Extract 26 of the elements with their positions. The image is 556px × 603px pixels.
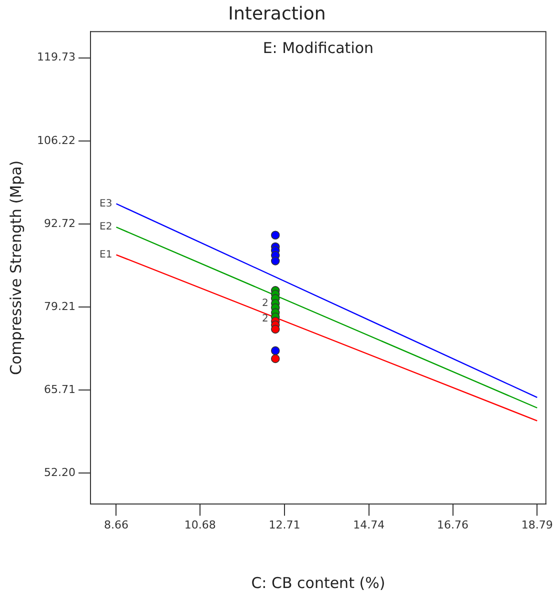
point	[270, 346, 280, 356]
x-tick-label: 12.71	[268, 518, 300, 532]
x-tick-label: 18.79	[521, 518, 553, 532]
point	[270, 324, 280, 334]
series-label: E3	[100, 198, 112, 210]
x-tick-label: 16.76	[437, 518, 469, 532]
y-tick-label: 65.71	[44, 382, 76, 396]
annotation: 2	[262, 313, 268, 324]
point	[270, 354, 280, 364]
y-axis-title: Compressive Strength (Mpa)	[6, 160, 25, 375]
point	[270, 230, 280, 240]
y-tick-label: 52.20	[44, 466, 76, 479]
x-tick-label: 8.66	[104, 518, 128, 532]
y-tick-label: 106.22	[36, 134, 76, 147]
x-tick-label: 10.68	[184, 518, 216, 532]
y-tick-label: 119.73	[36, 50, 76, 64]
annotation: 2	[262, 298, 268, 309]
y-tick-label: 79.21	[44, 300, 76, 313]
text: E: Modification	[262, 38, 374, 57]
series-label: E1	[100, 249, 112, 260]
point	[270, 256, 280, 266]
series-label: E2	[100, 222, 112, 233]
x-tick-label: 14.74	[353, 518, 385, 532]
y-tick-label: 92.72	[44, 216, 76, 230]
chart-title: Interaction	[228, 3, 326, 24]
x-axis-title: C: CB content (%)	[251, 574, 386, 592]
